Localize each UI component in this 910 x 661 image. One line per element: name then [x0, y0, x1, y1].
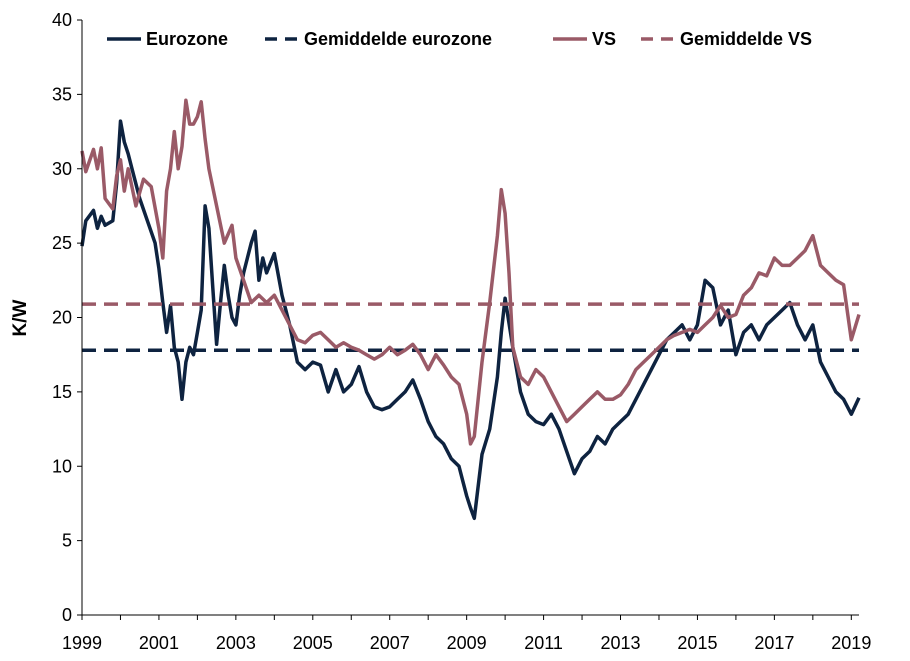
legend-item-gemiddelde-eurozone: Gemiddelde eurozone	[265, 29, 492, 49]
x-tick-label: 2017	[754, 633, 794, 653]
y-tick-label: 10	[52, 456, 72, 476]
y-tick-label: 0	[62, 605, 72, 625]
x-tick-label: 1999	[62, 633, 102, 653]
y-tick-label: 20	[52, 308, 72, 328]
series-line-eurozone	[80, 119, 861, 521]
y-tick-label: 15	[52, 382, 72, 402]
y-tick-label: 40	[52, 10, 72, 30]
legend-label: Gemiddelde VS	[680, 29, 812, 49]
x-tick-label: 2015	[677, 633, 717, 653]
series-line-vs	[80, 98, 861, 446]
x-tick-label: 2009	[447, 633, 487, 653]
x-tick-label: 2005	[293, 633, 333, 653]
y-tick-label: 30	[52, 159, 72, 179]
x-tick-label: 2007	[370, 633, 410, 653]
x-tick-label: 2013	[600, 633, 640, 653]
x-tick-label: 2019	[831, 633, 871, 653]
x-tick-label: 2011	[524, 633, 563, 653]
legend-label: Eurozone	[146, 29, 228, 49]
legend-label: VS	[592, 29, 616, 49]
y-axis-title: K/W	[10, 299, 31, 336]
legend-item-eurozone: Eurozone	[107, 29, 228, 49]
x-tick-label: 2003	[216, 633, 256, 653]
y-tick-label: 35	[52, 84, 72, 104]
legend-item-gemiddelde-vs: Gemiddelde VS	[641, 29, 812, 49]
legend-label: Gemiddelde eurozone	[304, 29, 492, 49]
legend-item-vs: VS	[553, 29, 616, 49]
x-tick-label: 2001	[139, 633, 179, 653]
y-tick-label: 5	[62, 531, 72, 551]
y-tick-label: 25	[52, 233, 72, 253]
